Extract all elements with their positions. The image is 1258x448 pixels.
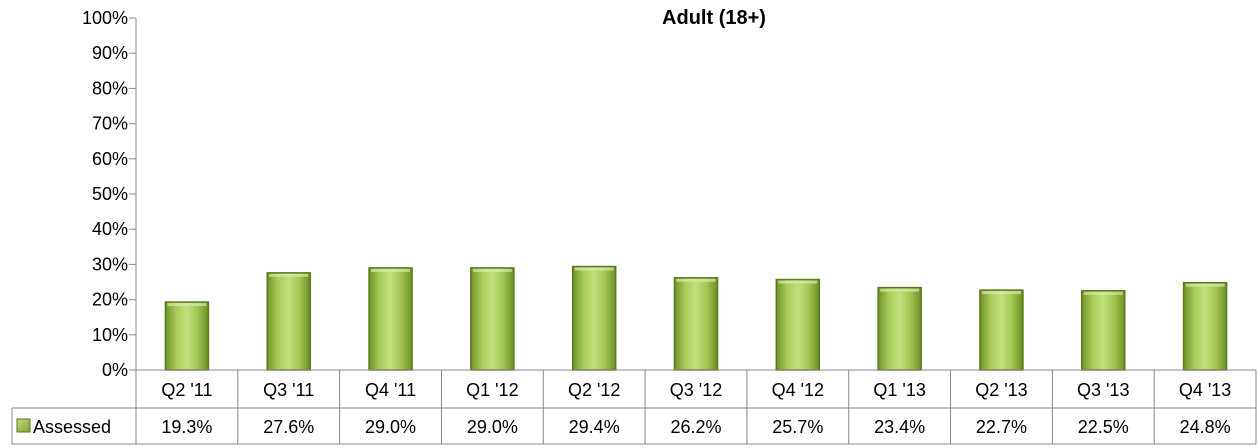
y-tick-label: 100% [82,8,128,28]
y-tick-label: 70% [92,114,128,134]
bar-highlight [167,303,207,307]
y-axis: 0% 10% 20% 30% 40% 50% 60% 70% 80% 90% 100% [82,8,137,380]
bar-highlight [472,268,512,272]
bar-highlight [269,273,309,277]
bar-highlight [676,278,716,282]
y-tick-label: 60% [92,149,128,169]
category-label: Q4 '13 [1179,380,1231,400]
category-label: Q2 '13 [975,380,1027,400]
data-value-label: 26.2% [670,417,721,437]
category-label: Q3 '13 [1077,380,1129,400]
data-value-label: 29.0% [467,417,518,437]
bar [775,278,821,371]
legend-swatch [16,418,31,433]
category-label: Q2 '12 [568,380,620,400]
bar-highlight [1083,291,1123,295]
bar-highlight [880,288,920,292]
y-tick-label: 40% [92,219,128,239]
category-label: Q4 '12 [772,380,824,400]
y-tick-label: 50% [92,184,128,204]
bar [368,267,413,371]
category-label: Q2 '11 [161,380,212,400]
data-value-label: 23.4% [874,417,925,437]
data-value-label: 25.7% [772,417,823,437]
data-value-label: 27.6% [263,417,314,437]
bar [164,301,210,371]
data-value-label: 22.7% [976,417,1027,437]
bar-highlight [574,267,614,271]
bar-highlight [778,280,818,284]
data-value-label: 29.4% [569,417,620,437]
bar [1182,281,1228,371]
y-tick-label: 0% [102,360,128,380]
bar-highlight [1185,283,1225,287]
category-label: Q1 '13 [873,380,925,400]
bar-highlight [981,291,1021,295]
y-tick-label: 10% [92,325,128,345]
category-label: Q3 '11 [263,380,314,400]
data-value-label: 19.3% [161,417,212,437]
category-label: Q4 '11 [365,380,416,400]
bar [571,265,617,371]
bar [266,272,311,371]
y-tick-label: 30% [92,254,128,274]
bar [877,286,922,371]
data-value-label: 24.8% [1180,417,1231,437]
data-value-label: 29.0% [365,417,416,437]
y-tick-label: 80% [92,78,128,98]
category-label: Q3 '12 [670,380,722,400]
y-tick-label: 90% [92,43,128,63]
y-tick-label: 20% [92,290,128,310]
bars [164,265,1228,371]
bar-highlight [371,268,411,272]
bar [470,267,515,371]
bar [673,277,719,371]
category-label: Q1 '12 [466,380,518,400]
legend-series-name: Assessed [33,417,111,437]
bar [979,289,1024,371]
data-table: Q2 '11 Q3 '11 Q4 '11 Q1 '12 Q2 '12 Q3 '12 Q4 '… [11,369,1257,445]
data-value-label: 22.5% [1078,417,1129,437]
bar [1081,290,1126,371]
chart-title: Adult (18+) [662,7,766,29]
